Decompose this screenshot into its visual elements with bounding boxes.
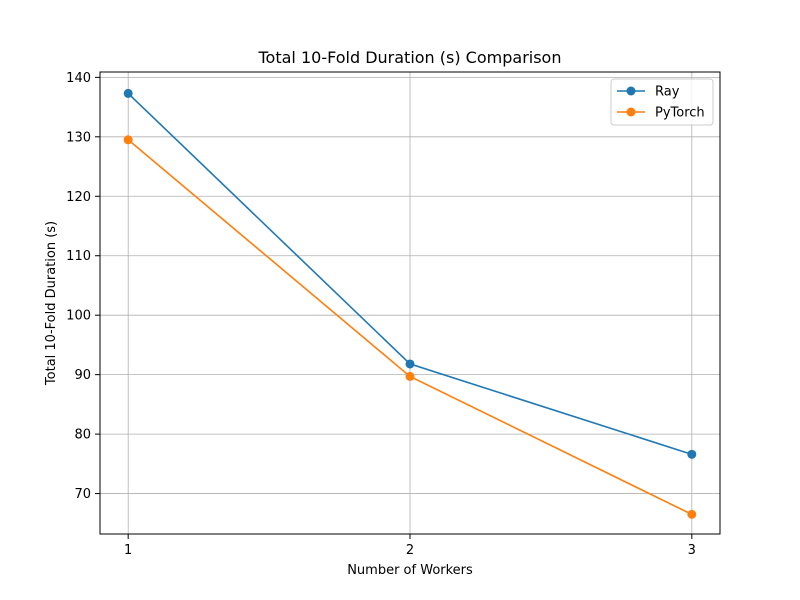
data-point [405,371,415,381]
data-point [123,88,133,98]
data-point [405,359,415,369]
data-point [687,509,697,519]
legend-swatch-marker [626,86,636,96]
y-axis-label: Total 10-Fold Duration (s) [44,221,59,386]
series-pytorch [123,135,697,519]
y-axis: 70 80 90 100 110 120 130 140 [66,71,100,502]
y-tick-label: 140 [66,71,91,86]
x-axis-label: Number of Workers [347,563,473,578]
x-axis: 1 2 3 [124,534,696,558]
series-ray [123,88,697,459]
data-point [687,449,697,459]
y-tick-label: 120 [66,190,91,205]
series-layer [123,88,697,519]
legend: Ray PyTorch [610,78,714,126]
grid [100,72,720,534]
chart-title: Total 10-Fold Duration (s) Comparison [258,48,562,67]
y-tick-label: 130 [66,130,91,145]
y-tick-label: 90 [74,368,91,383]
y-tick-label: 70 [74,487,91,502]
x-tick-label: 3 [688,543,696,558]
legend-swatch-marker [626,107,636,117]
legend-label: PyTorch [655,106,705,121]
y-tick-label: 80 [74,428,91,443]
x-tick-label: 2 [406,543,414,558]
legend-label: Ray [655,85,680,100]
x-tick-label: 1 [124,543,132,558]
y-tick-label: 110 [66,249,91,264]
data-point [123,135,133,145]
y-tick-label: 100 [66,309,91,324]
